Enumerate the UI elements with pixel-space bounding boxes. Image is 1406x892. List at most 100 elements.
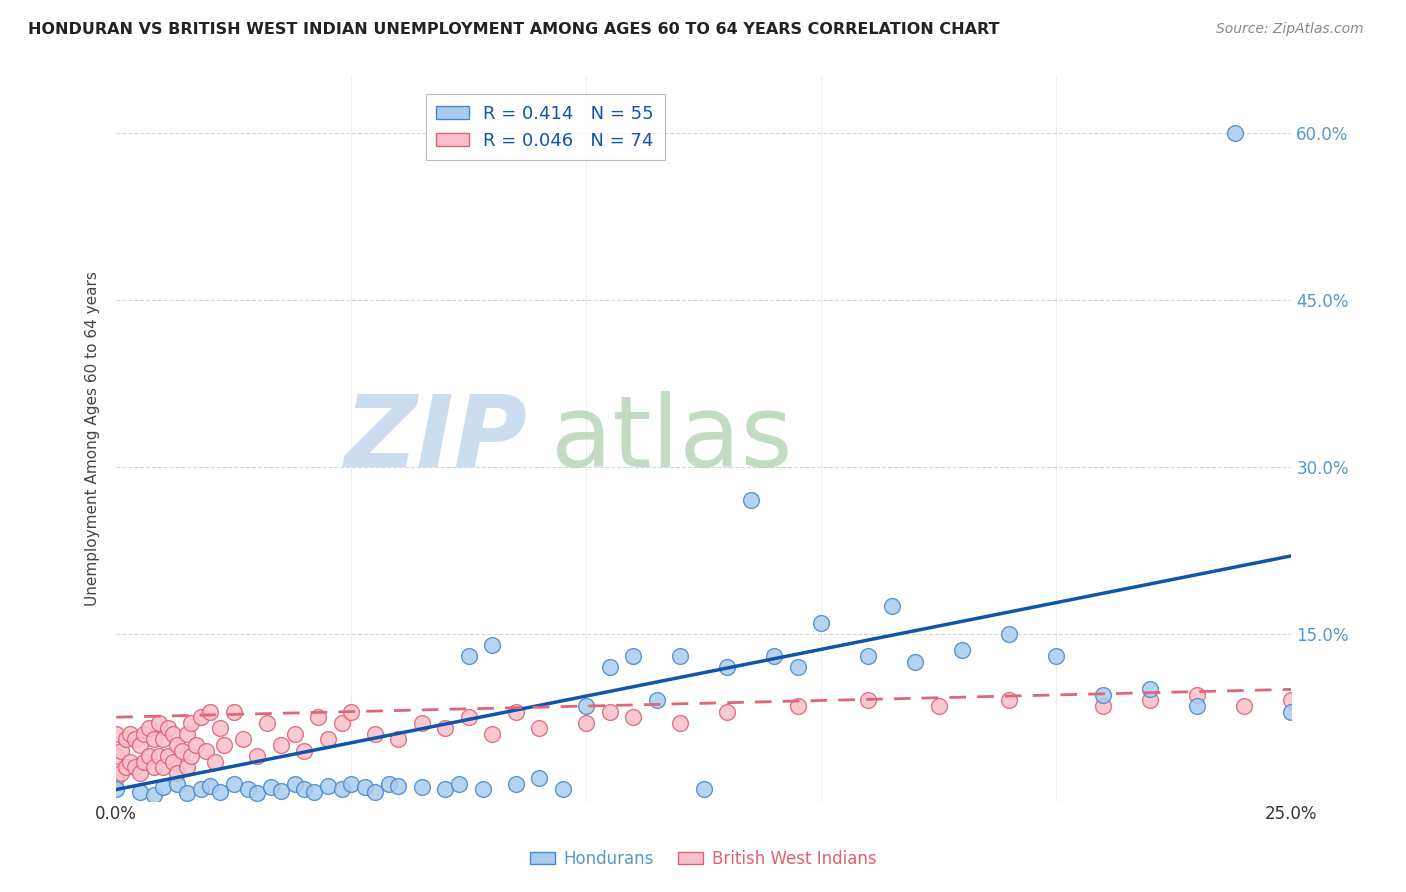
Point: [364, 785, 387, 799]
Point: [340, 705, 363, 719]
Point: [204, 755, 226, 769]
Point: [387, 779, 409, 793]
Point: [124, 760, 146, 774]
Point: [1281, 705, 1303, 719]
Text: HONDURAN VS BRITISH WEST INDIAN UNEMPLOYMENT AMONG AGES 60 TO 64 YEARS CORRELATI: HONDURAN VS BRITISH WEST INDIAN UNEMPLOY…: [28, 22, 1000, 37]
Point: [222, 777, 245, 791]
Point: [378, 777, 401, 791]
Point: [152, 760, 174, 774]
Point: [256, 715, 278, 730]
Point: [740, 493, 762, 508]
Point: [575, 715, 598, 730]
Point: [316, 779, 339, 793]
Point: [142, 732, 165, 747]
Point: [669, 648, 692, 663]
Point: [162, 727, 184, 741]
Point: [575, 699, 598, 714]
Point: [998, 626, 1021, 640]
Point: [1092, 699, 1115, 714]
Point: [434, 721, 457, 735]
Point: [156, 749, 179, 764]
Point: [858, 693, 880, 707]
Point: [481, 638, 503, 652]
Point: [105, 782, 128, 797]
Point: [105, 749, 128, 764]
Text: atlas: atlas: [551, 391, 793, 488]
Point: [176, 760, 198, 774]
Point: [505, 777, 527, 791]
Point: [302, 785, 325, 799]
Point: [1233, 699, 1256, 714]
Point: [105, 727, 128, 741]
Text: Source: ZipAtlas.com: Source: ZipAtlas.com: [1216, 22, 1364, 37]
Point: [1187, 699, 1209, 714]
Point: [246, 749, 269, 764]
Point: [142, 788, 165, 802]
Point: [172, 743, 194, 757]
Text: ZIP: ZIP: [344, 391, 527, 488]
Point: [110, 765, 132, 780]
Point: [599, 705, 621, 719]
Point: [904, 655, 927, 669]
Point: [270, 783, 292, 797]
Point: [200, 705, 222, 719]
Point: [166, 765, 188, 780]
Point: [270, 738, 292, 752]
Point: [1092, 688, 1115, 702]
Point: [354, 780, 377, 795]
Point: [716, 705, 738, 719]
Point: [340, 777, 363, 791]
Point: [364, 727, 387, 741]
Point: [190, 710, 212, 724]
Point: [120, 755, 142, 769]
Point: [330, 782, 353, 797]
Point: [152, 732, 174, 747]
Point: [669, 715, 692, 730]
Point: [246, 786, 269, 800]
Point: [950, 643, 973, 657]
Point: [284, 777, 307, 791]
Point: [529, 772, 551, 786]
Point: [186, 738, 208, 752]
Point: [1045, 648, 1067, 663]
Point: [505, 705, 527, 719]
Point: [190, 782, 212, 797]
Point: [260, 780, 283, 795]
Point: [232, 732, 254, 747]
Y-axis label: Unemployment Among Ages 60 to 64 years: Unemployment Among Ages 60 to 64 years: [86, 271, 100, 607]
Point: [176, 786, 198, 800]
Point: [284, 727, 307, 741]
Point: [387, 732, 409, 747]
Point: [194, 743, 217, 757]
Point: [156, 721, 179, 735]
Point: [176, 727, 198, 741]
Point: [411, 780, 433, 795]
Point: [214, 738, 236, 752]
Point: [449, 777, 471, 791]
Point: [128, 738, 150, 752]
Point: [880, 599, 903, 613]
Point: [529, 721, 551, 735]
Point: [180, 715, 202, 730]
Point: [858, 648, 880, 663]
Point: [138, 721, 160, 735]
Legend: Hondurans, British West Indians: Hondurans, British West Indians: [523, 844, 883, 875]
Point: [1187, 688, 1209, 702]
Point: [330, 715, 353, 730]
Point: [292, 743, 315, 757]
Point: [166, 777, 188, 791]
Point: [128, 785, 150, 799]
Point: [645, 693, 668, 707]
Point: [693, 782, 716, 797]
Point: [810, 615, 832, 630]
Legend: R = 0.414   N = 55, R = 0.046   N = 74: R = 0.414 N = 55, R = 0.046 N = 74: [426, 94, 665, 161]
Point: [411, 715, 433, 730]
Point: [200, 779, 222, 793]
Point: [471, 782, 494, 797]
Point: [434, 782, 457, 797]
Point: [166, 738, 188, 752]
Point: [180, 749, 202, 764]
Point: [1139, 682, 1161, 697]
Point: [208, 785, 231, 799]
Point: [316, 732, 339, 747]
